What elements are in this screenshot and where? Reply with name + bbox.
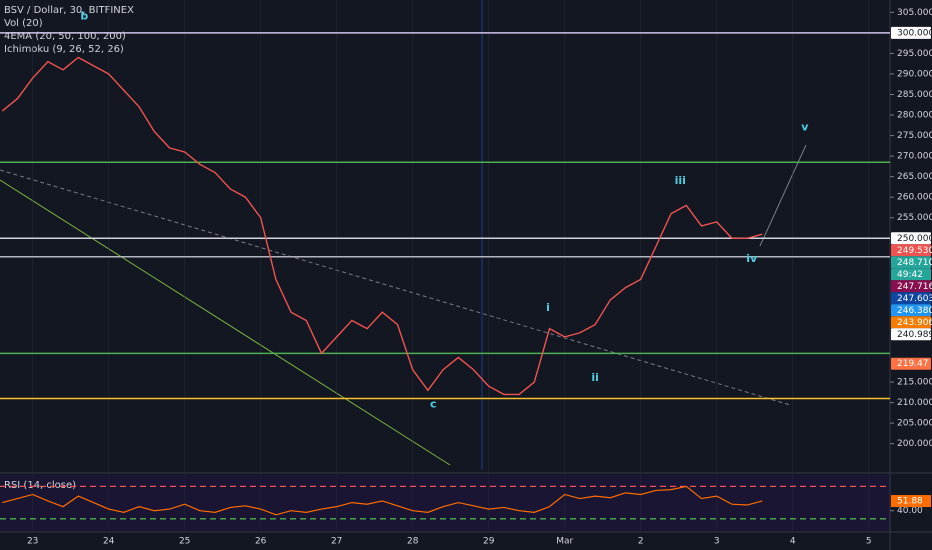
price-label-box [891,268,931,281]
rsi-line [2,485,763,516]
wave-label: i [546,301,550,314]
price-label-box [891,292,931,305]
x-tick-label: 4 [790,537,796,547]
price-label: 300.000 [897,28,932,38]
price-label: 243.906 [897,318,932,328]
wave-label: b [80,9,88,22]
y-tick-label: 265.000 [897,172,932,182]
x-tick-label: 26 [255,537,267,547]
x-tick-label: 27 [331,537,342,547]
y-tick-label: 215.000 [897,378,932,388]
price-line [1,56,763,396]
rsi-title: RSI (14, close) [4,480,76,491]
x-tick-label: 2 [638,537,644,547]
x-tick-label: 23 [27,537,38,547]
rsi-tick-label: 40.00 [897,506,923,516]
price-label-box [891,328,931,341]
wave-label: ii [591,371,599,384]
indicator: Vol (20) [4,18,43,29]
y-tick-label: 255.000 [897,213,932,223]
x-tick-label: 5 [866,537,872,547]
price-label: 246.380 [897,306,932,316]
wave-label: iii [675,174,686,187]
price-label-box [891,26,931,39]
price-label-box [891,357,931,370]
x-tick-label: Mar [556,537,573,547]
y-tick-label: 260.000 [897,193,932,203]
y-tick-label: 270.000 [897,152,932,162]
y-tick-label: 275.000 [897,131,932,141]
y-tick-label: 200.000 [897,439,932,449]
wave-label: v [801,120,809,133]
rsi-pane [0,475,890,531]
chart-title: BSV / Dollar, 30, BITFINEX [4,5,134,16]
x-tick-label: 25 [179,537,190,547]
y-tick-label: 290.000 [897,69,932,79]
price-label-box [891,316,931,329]
wave-label: c [430,398,437,411]
price-label: 49:42 [897,270,923,280]
price-label: 240.989 [897,330,932,340]
indicator: 4EMA (20, 50, 100, 200) [4,31,126,42]
trend-line [0,169,791,406]
y-tick-label: 205.000 [897,419,932,429]
price-label-box [891,244,931,257]
y-tick-label: 305.000 [897,8,932,18]
price-label-box [891,232,931,245]
y-tick-label: 210.000 [897,398,932,408]
price-label-box [891,256,931,269]
x-tick-label: 24 [103,537,115,547]
wave-label: iv [746,252,758,265]
y-tick-label: 295.000 [897,49,932,59]
price-label: 248.710 [897,258,932,268]
x-tick-label: 28 [407,537,419,547]
price-label: 249.530 [897,246,932,256]
x-tick-label: 29 [483,537,495,547]
rsi-current-box [891,495,931,508]
price-label: 247.716 [897,282,932,292]
price-label: 250.000 [897,234,932,244]
rsi-current-label: 51.88 [897,497,923,507]
price-label: 247.603 [897,294,932,304]
trend-line [0,179,451,466]
x-tick-label: 3 [714,537,720,547]
indicator: Ichimoku (9, 26, 52, 26) [4,44,124,55]
price-label: 219.47 [897,359,929,369]
price-label-box [891,280,931,293]
y-tick-label: 280.000 [897,111,932,121]
y-tick-label: 285.000 [897,90,932,100]
price-label-box [891,304,931,317]
